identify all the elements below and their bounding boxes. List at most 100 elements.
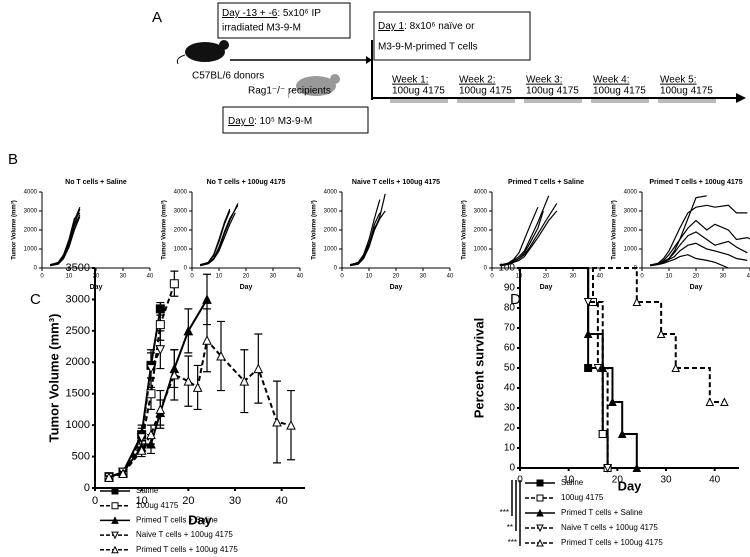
x-axis-label: Day bbox=[618, 478, 643, 493]
marker bbox=[632, 297, 642, 306]
y-tick-label: 4000 bbox=[174, 190, 188, 196]
donors: C57BL/6 donors bbox=[192, 71, 264, 82]
y-tick-label: 70 bbox=[504, 323, 516, 334]
y-axis-label: Tumor Volume (mm³) bbox=[161, 200, 168, 259]
y-tick-label: 4000 bbox=[624, 190, 638, 196]
legend-label: Naive T cells + 100ug 4175 bbox=[136, 530, 233, 539]
marker bbox=[104, 472, 114, 482]
y-tick-label: 4000 bbox=[324, 190, 338, 196]
x-tick-label: 30 bbox=[420, 274, 427, 280]
x-tick-label: 20 bbox=[182, 495, 194, 507]
legend-label: Saline bbox=[561, 478, 584, 487]
marker bbox=[617, 429, 627, 438]
legend-label: Primed T cells + Saline bbox=[136, 516, 218, 525]
legend-label: 100ug 4175 bbox=[136, 501, 179, 510]
x-tick-label: 30 bbox=[570, 274, 577, 280]
week-label: Week 2: bbox=[459, 75, 496, 86]
series-line bbox=[49, 214, 81, 266]
y-tick-label: 0 bbox=[184, 266, 188, 272]
marker bbox=[169, 369, 180, 380]
y-tick-label: 80 bbox=[504, 303, 516, 314]
marker bbox=[286, 420, 296, 430]
x-tick-label: 20 bbox=[693, 274, 700, 280]
y-axis-label: Tumor Volume (mm³) bbox=[611, 200, 618, 259]
marker bbox=[169, 279, 179, 289]
marker bbox=[253, 363, 264, 374]
week-label: Week 3: bbox=[526, 75, 563, 86]
week-bar bbox=[524, 99, 582, 103]
y-tick-label: 2500 bbox=[66, 325, 90, 337]
preimmunize-line2: irradiated M3-9-M bbox=[222, 23, 301, 34]
x-tick-label: 40 bbox=[747, 274, 750, 280]
y-tick-label: 2000 bbox=[174, 228, 188, 234]
x-tick-label: 20 bbox=[543, 274, 550, 280]
series-line bbox=[349, 212, 381, 266]
legend-label: Primed T cells + Saline bbox=[561, 508, 643, 517]
legend-marker bbox=[111, 516, 119, 524]
x-tick-label: 10 bbox=[136, 495, 148, 507]
marker bbox=[720, 397, 729, 406]
marker bbox=[202, 335, 212, 345]
chart-title: Naive T cells + 100ug 4175 bbox=[352, 179, 440, 186]
x-tick-label: 30 bbox=[660, 475, 672, 486]
marker bbox=[632, 463, 642, 472]
week-treatment: 100ug 4175 bbox=[459, 86, 512, 97]
marker bbox=[216, 350, 226, 361]
survival-curve bbox=[520, 267, 638, 468]
preimmunize-box bbox=[217, 2, 351, 39]
y-tick-label: 3000 bbox=[474, 209, 488, 215]
marker bbox=[598, 430, 607, 438]
x-tick-label: 0 bbox=[640, 274, 644, 280]
marker bbox=[155, 404, 166, 414]
series-line bbox=[349, 193, 386, 266]
chart-title: No T cells + Saline bbox=[65, 179, 127, 186]
x-tick-label: 40 bbox=[597, 274, 604, 280]
y-tick-label: 1000 bbox=[624, 247, 638, 253]
marker bbox=[136, 445, 147, 455]
day1-text: : 8x10⁶ naïve or bbox=[404, 21, 475, 32]
series-line bbox=[108, 338, 292, 479]
series-line bbox=[499, 210, 544, 266]
y-axis-label: Tumor Volume (mm³) bbox=[461, 200, 468, 259]
x-axis-label: Day bbox=[90, 284, 103, 291]
marker bbox=[584, 364, 593, 372]
marker bbox=[608, 397, 617, 406]
series-line bbox=[649, 204, 748, 266]
y-tick-label: 2000 bbox=[624, 228, 638, 234]
y-tick-label: 100 bbox=[498, 263, 515, 274]
x-tick-label: 0 bbox=[490, 274, 494, 280]
series-line bbox=[199, 210, 231, 266]
y-tick-label: 20 bbox=[504, 423, 516, 434]
legend-label: Saline bbox=[136, 486, 159, 495]
survival-curve bbox=[520, 267, 725, 403]
marker bbox=[183, 325, 194, 336]
legend-marker bbox=[536, 479, 544, 487]
x-axis-label: Day bbox=[390, 284, 403, 291]
marker bbox=[583, 329, 593, 338]
week-label: Week 5: bbox=[660, 75, 697, 86]
legend-label: Primed T cells + 100ug 4175 bbox=[561, 538, 663, 547]
week-bar bbox=[658, 99, 716, 103]
x-tick-label: 30 bbox=[270, 274, 277, 280]
legend-label: Primed T cells + 100ug 4175 bbox=[136, 545, 238, 554]
recipients: Rag1⁻/⁻ recipients bbox=[248, 86, 331, 97]
marker bbox=[155, 320, 165, 330]
y-axis-label: Tumor Volume (mm³) bbox=[311, 200, 318, 259]
y-tick-label: 0 bbox=[509, 463, 515, 474]
x-tick-label: 0 bbox=[40, 274, 44, 280]
week-treatment: 100ug 4175 bbox=[660, 86, 713, 97]
marker bbox=[146, 429, 156, 440]
y-tick-label: 3000 bbox=[24, 209, 38, 215]
donor-mouse-head bbox=[219, 40, 229, 50]
series-line bbox=[349, 210, 386, 266]
x-tick-label: 30 bbox=[720, 274, 727, 280]
y-tick-label: 0 bbox=[484, 266, 488, 272]
preimmunize: Day -13 + -6: 5x10⁶ IP bbox=[222, 8, 321, 19]
series-line bbox=[199, 203, 239, 266]
panel-label: B bbox=[8, 151, 18, 168]
y-tick-label: 1500 bbox=[66, 388, 90, 400]
significance-label: *** bbox=[508, 538, 517, 547]
y-tick-label: 2000 bbox=[324, 228, 338, 234]
